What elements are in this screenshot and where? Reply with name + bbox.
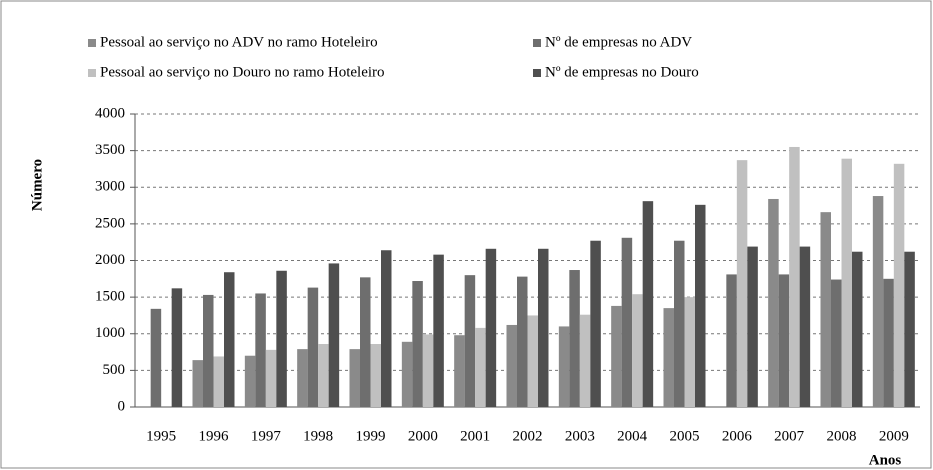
bar (412, 281, 423, 407)
y-tick-label: 3500 (95, 142, 125, 158)
bar (621, 237, 633, 407)
legend-swatch (88, 69, 96, 77)
y-tick-label: 1000 (95, 325, 125, 341)
bar (831, 279, 842, 407)
x-tick-label: 2005 (670, 428, 700, 444)
bar (820, 212, 831, 407)
bar (893, 163, 905, 407)
x-tick-label: 2001 (460, 428, 490, 444)
bar (255, 293, 266, 407)
bar (360, 277, 371, 407)
bar (538, 248, 549, 407)
x-tick-label: 2000 (408, 428, 438, 444)
x-tick-label: 2004 (617, 428, 648, 444)
bar (464, 275, 476, 407)
bar (684, 297, 695, 407)
x-tick-label: 2008 (827, 428, 857, 444)
bar (611, 305, 622, 407)
bar (527, 315, 538, 407)
bar (674, 240, 685, 407)
bar (422, 334, 434, 407)
bar (213, 356, 224, 407)
y-tick-label: 2500 (95, 215, 125, 231)
bar (485, 248, 497, 407)
bar (778, 274, 790, 407)
x-tick-label: 2003 (565, 428, 595, 444)
x-tick-label: 2006 (722, 428, 753, 444)
bar (381, 250, 392, 407)
x-tick-label: 2002 (513, 428, 543, 444)
bar (370, 344, 381, 407)
bar (768, 198, 779, 407)
legend-swatch (533, 39, 541, 47)
y-tick-label: 1500 (95, 289, 125, 305)
bar (203, 294, 214, 407)
bar (328, 263, 340, 407)
bar (276, 270, 287, 407)
bar (632, 294, 643, 407)
legend-label: Nº de empresas no ADV (545, 34, 692, 50)
bar (297, 349, 308, 407)
legend-label: Pessoal ao serviço no Douro no ramo Hote… (100, 64, 385, 80)
bar (736, 160, 748, 407)
x-tick-label: 1996 (199, 428, 230, 444)
bar (307, 287, 319, 407)
bar (872, 196, 884, 407)
bar (244, 355, 256, 407)
bar (433, 254, 444, 407)
x-tick-label: 1999 (356, 428, 386, 444)
legend-label: Pessoal ao serviço no ADV no ramo Hotele… (100, 34, 378, 50)
x-tick-label: 1997 (251, 428, 282, 444)
bar (695, 204, 706, 407)
bar (454, 335, 465, 407)
bar (726, 274, 737, 407)
x-tick-label: 1998 (303, 428, 333, 444)
x-tick-label: 2009 (879, 428, 909, 444)
y-tick-label: 2000 (95, 252, 125, 268)
legend-swatch (88, 39, 96, 47)
bar (799, 246, 811, 407)
bar (506, 324, 517, 407)
bar (642, 201, 654, 407)
bar (475, 327, 486, 407)
x-tick-label: 2007 (774, 428, 805, 444)
bar (747, 246, 758, 407)
bar (590, 240, 601, 407)
bar (349, 349, 360, 407)
bar (171, 288, 183, 407)
bar (192, 360, 203, 407)
legend-swatch (533, 69, 541, 77)
bar (841, 158, 852, 407)
x-axis-label: Anos (869, 452, 902, 468)
legend-label: Nº de empresas no Douro (545, 64, 699, 80)
bar (852, 251, 863, 407)
bar (401, 341, 413, 407)
y-tick-label: 3000 (95, 179, 125, 195)
bar (904, 251, 915, 407)
x-tick-label: 1995 (146, 428, 176, 444)
bar (883, 278, 894, 407)
bar (663, 308, 674, 407)
bar (579, 314, 591, 407)
bar (558, 326, 570, 407)
bar (569, 270, 580, 407)
bar (318, 344, 329, 407)
y-axis-label: Número (29, 159, 45, 211)
bar (517, 276, 528, 407)
y-tick-label: 4000 (95, 105, 125, 121)
y-tick-label: 500 (103, 362, 126, 378)
bar (224, 272, 235, 407)
bar (265, 349, 277, 407)
bar (150, 308, 162, 407)
bar (789, 146, 800, 407)
y-tick-label: 0 (118, 398, 126, 414)
